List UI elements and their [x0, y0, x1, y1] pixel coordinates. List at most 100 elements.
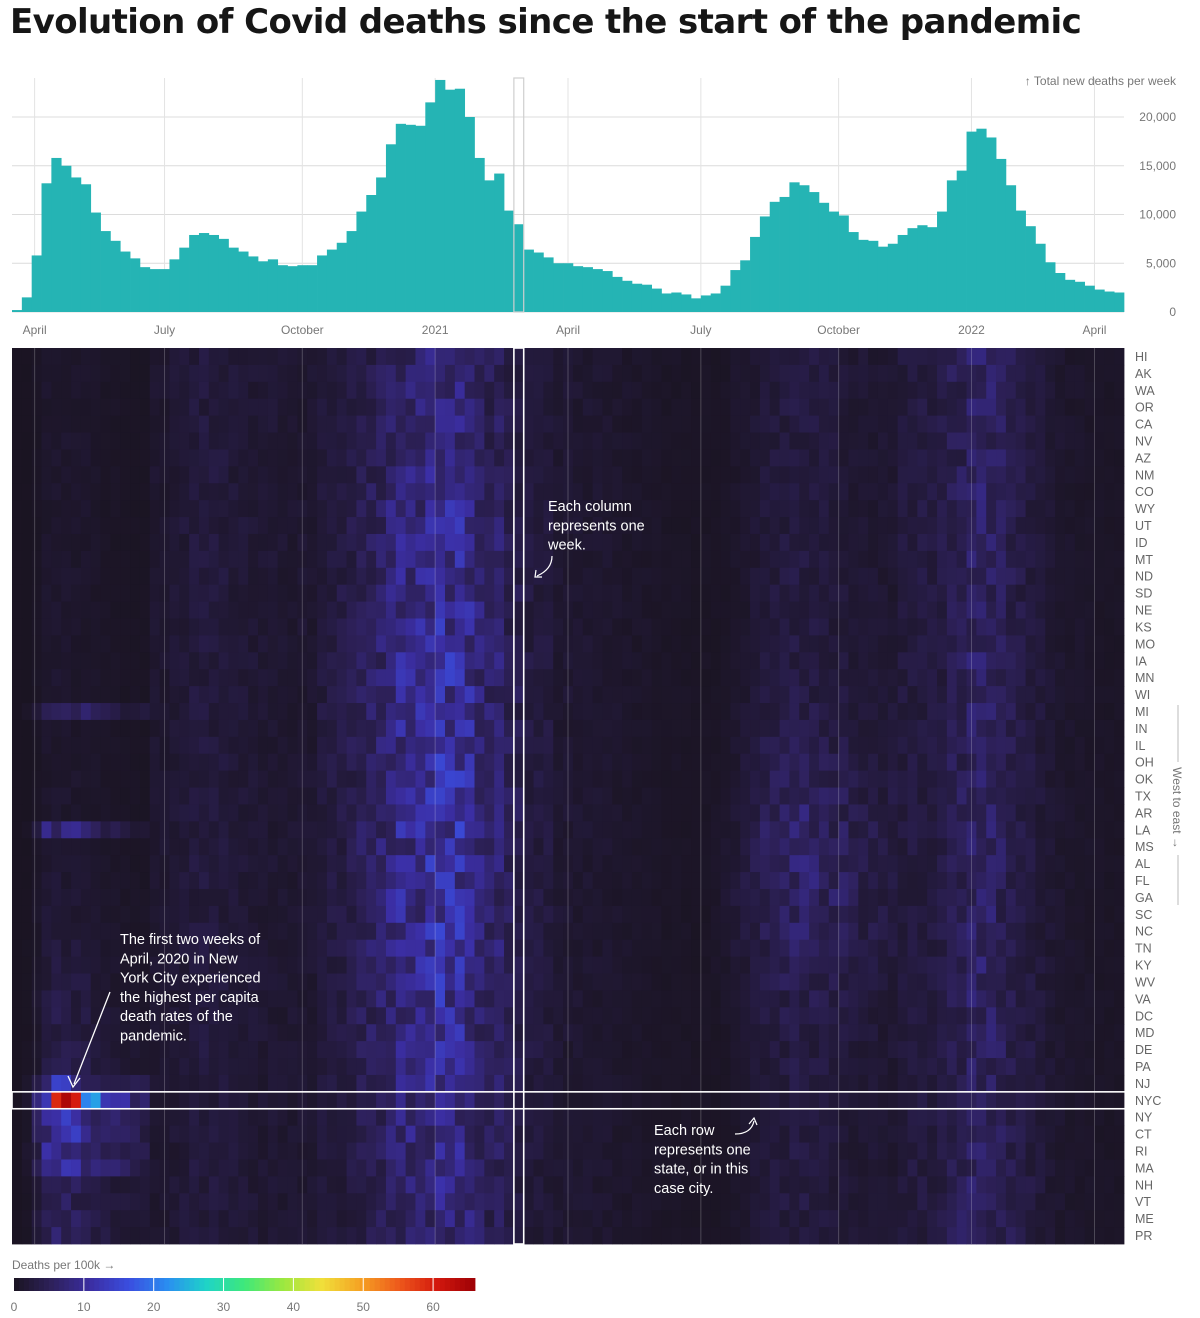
heatmap-cell	[130, 584, 141, 602]
heatmap-cell	[444, 652, 456, 670]
heatmap-cell	[513, 635, 525, 653]
heatmap-cell	[120, 533, 131, 552]
heatmap-cell	[946, 398, 958, 417]
heatmap-cell	[897, 584, 908, 602]
heatmap-cell	[179, 567, 190, 586]
heatmap-cell	[661, 550, 672, 569]
bar	[946, 180, 958, 312]
heatmap-cell	[907, 550, 918, 569]
heatmap-cell	[385, 686, 397, 704]
heatmap-cell	[553, 483, 564, 501]
heatmap-cell	[130, 719, 141, 738]
heatmap-cell	[917, 703, 928, 721]
heatmap-cell	[779, 838, 790, 856]
heatmap-cell	[504, 973, 515, 991]
heatmap-cell	[21, 804, 33, 822]
heatmap-cell	[1005, 821, 1017, 839]
heatmap-cell	[71, 517, 82, 535]
heatmap-cell	[100, 804, 111, 822]
heatmap-cell	[631, 686, 643, 704]
heatmap-cell	[346, 973, 357, 991]
heatmap-cell	[838, 1058, 849, 1076]
heatmap-cell	[622, 635, 633, 653]
heatmap-cell	[907, 364, 918, 383]
heatmap-cell	[464, 618, 475, 636]
heatmap-cell	[149, 939, 161, 958]
heatmap-cell	[90, 652, 101, 670]
heatmap-cell	[267, 483, 279, 501]
heatmap-cell	[651, 922, 662, 941]
heatmap-cell	[818, 888, 830, 907]
heatmap-cell	[248, 703, 259, 721]
heatmap-cell	[966, 364, 977, 383]
heatmap-cell	[1064, 905, 1076, 924]
heatmap-cell	[71, 635, 82, 653]
heatmap-cell	[710, 601, 721, 619]
heatmap-cell	[858, 635, 869, 653]
heatmap-cell	[858, 500, 869, 518]
heatmap-cell	[592, 618, 603, 636]
heatmap-cell	[21, 652, 33, 670]
heatmap-cell	[661, 652, 672, 670]
heatmap-cell	[523, 905, 534, 924]
heatmap-cell	[1025, 669, 1036, 687]
heatmap-cell	[12, 652, 23, 670]
heatmap-cell	[612, 1024, 623, 1042]
heatmap-cell	[385, 939, 397, 958]
heatmap-cell	[769, 686, 780, 704]
heatmap-cell	[1074, 652, 1086, 670]
heatmap-cell	[218, 804, 229, 822]
heatmap-cell	[1055, 533, 1066, 552]
heatmap-cell	[828, 821, 840, 839]
heatmap-cell	[533, 517, 544, 535]
heatmap-cell	[937, 432, 948, 450]
heatmap-cell	[612, 1007, 623, 1025]
heatmap-cell	[691, 821, 702, 839]
heatmap-cell	[336, 804, 347, 822]
heatmap-cell	[917, 804, 928, 822]
heatmap-cell	[366, 1024, 377, 1042]
heatmap-cell	[61, 449, 72, 467]
heatmap-cell	[651, 466, 662, 484]
bar	[385, 144, 397, 312]
heatmap-cell	[1015, 872, 1026, 890]
heatmap-cell	[1035, 517, 1046, 535]
heatmap-cell	[897, 449, 908, 467]
heatmap-cell	[533, 550, 544, 569]
heatmap-cell	[681, 432, 692, 450]
heatmap-cell	[61, 990, 72, 1008]
heatmap-cell	[267, 432, 279, 450]
heatmap-cell	[1094, 888, 1105, 907]
heatmap-cell	[385, 415, 397, 433]
heatmap-cell	[100, 719, 111, 738]
heatmap-cell	[189, 500, 200, 518]
heatmap-cell	[1074, 922, 1086, 941]
heatmap-cell	[523, 652, 534, 670]
heatmap-cell	[356, 449, 367, 467]
heatmap-cell	[877, 770, 889, 788]
heatmap-cell	[71, 838, 82, 856]
heatmap-cell	[179, 449, 190, 467]
heatmap-cell	[799, 652, 810, 670]
heatmap-cell	[1025, 787, 1036, 805]
heatmap-cell	[71, 466, 82, 484]
heatmap-cell	[395, 703, 407, 721]
heatmap-cell	[691, 348, 702, 366]
heatmap-cell	[1114, 432, 1125, 450]
heatmap-cell	[1064, 449, 1076, 467]
heatmap-cell	[494, 719, 505, 738]
heatmap-cell	[976, 398, 987, 417]
heatmap-cell	[326, 973, 338, 991]
heatmap-cell	[326, 618, 338, 636]
heatmap-cell	[1055, 381, 1066, 400]
heatmap-cell	[139, 635, 151, 653]
heatmap-cell	[907, 956, 918, 974]
heatmap-cell	[100, 1024, 111, 1042]
heatmap-cell	[366, 652, 377, 670]
heatmap-cell	[376, 618, 387, 636]
heatmap-cell	[346, 1041, 357, 1059]
heatmap-cell	[602, 550, 613, 569]
heatmap-cell	[100, 348, 111, 366]
heatmap-cell	[927, 415, 938, 433]
heatmap-cell	[287, 821, 298, 839]
